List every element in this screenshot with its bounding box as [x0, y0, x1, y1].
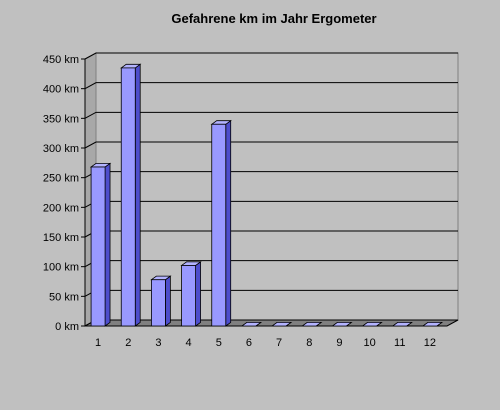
- bar: [89, 162, 112, 327]
- bar-top: [331, 321, 353, 327]
- bar-top: [270, 321, 293, 327]
- y-tick-label: 150 km: [43, 232, 79, 244]
- x-tick-label: 12: [424, 337, 436, 349]
- bar-front: [151, 279, 166, 327]
- y-tick-label: 0 km: [55, 321, 79, 333]
- bar-top: [240, 321, 263, 327]
- x-tick-label: 3: [155, 337, 161, 349]
- y-tick-label: 450 km: [43, 54, 79, 66]
- bar-front: [181, 265, 196, 327]
- bar: [120, 63, 142, 327]
- x-axis-ticks: 1 2 3 4 5 6 7 8 9 10 11 12: [95, 337, 436, 349]
- x-tick-label: 4: [186, 337, 192, 349]
- y-axis-ticks: 0 km 50 km 100 km 150 km 200 km 250 km 300 km 3…: [43, 54, 86, 333]
- bar: [391, 321, 413, 327]
- bar: [421, 321, 444, 327]
- gridline: [84, 82, 458, 90]
- bar-side: [225, 119, 232, 327]
- bar: [210, 119, 232, 327]
- x-tick-label: 1: [95, 337, 101, 349]
- bar-side: [165, 275, 171, 327]
- bar: [361, 321, 383, 327]
- chart-title: Gefahrene km im Jahr Ergometer: [171, 11, 376, 26]
- y-tick-label: 200 km: [43, 202, 79, 214]
- x-tick-label: 8: [306, 337, 312, 349]
- bar-top: [421, 321, 444, 327]
- bar: [150, 275, 172, 327]
- y-tick-label: 100 km: [43, 262, 79, 274]
- y-tick-label: 50 km: [49, 291, 79, 303]
- x-tick-label: 7: [276, 337, 282, 349]
- bar: [301, 321, 323, 327]
- bar-side: [195, 261, 201, 327]
- bars: [89, 63, 444, 327]
- bar: [331, 321, 353, 327]
- back-wall: [95, 52, 459, 321]
- bar-front: [120, 67, 136, 327]
- y-tick-label: 300 km: [43, 143, 79, 155]
- x-tick-label: 11: [394, 337, 405, 349]
- bar-front: [90, 166, 106, 327]
- x-tick-label: 2: [125, 337, 131, 349]
- chart-walls: [84, 52, 459, 327]
- x-tick-label: 5: [216, 337, 222, 349]
- gridline: [84, 141, 458, 149]
- bar-top: [391, 321, 413, 327]
- bar: [240, 321, 263, 327]
- gridline: [84, 52, 458, 60]
- bar-top: [361, 321, 383, 327]
- bar-top: [301, 321, 323, 327]
- y-tick-label: 350 km: [43, 113, 79, 125]
- x-tick-label: 9: [336, 337, 342, 349]
- x-tick-label: 10: [363, 337, 375, 349]
- x-tick-label: 6: [246, 337, 252, 349]
- gridline: [84, 111, 458, 119]
- y-tick-label: 250 km: [43, 173, 79, 185]
- bar: [180, 261, 202, 327]
- bar-side: [134, 63, 141, 327]
- y-tick-label: 400 km: [43, 84, 79, 96]
- bar: [270, 321, 293, 327]
- bar-front: [211, 123, 227, 327]
- bar-side: [104, 162, 111, 327]
